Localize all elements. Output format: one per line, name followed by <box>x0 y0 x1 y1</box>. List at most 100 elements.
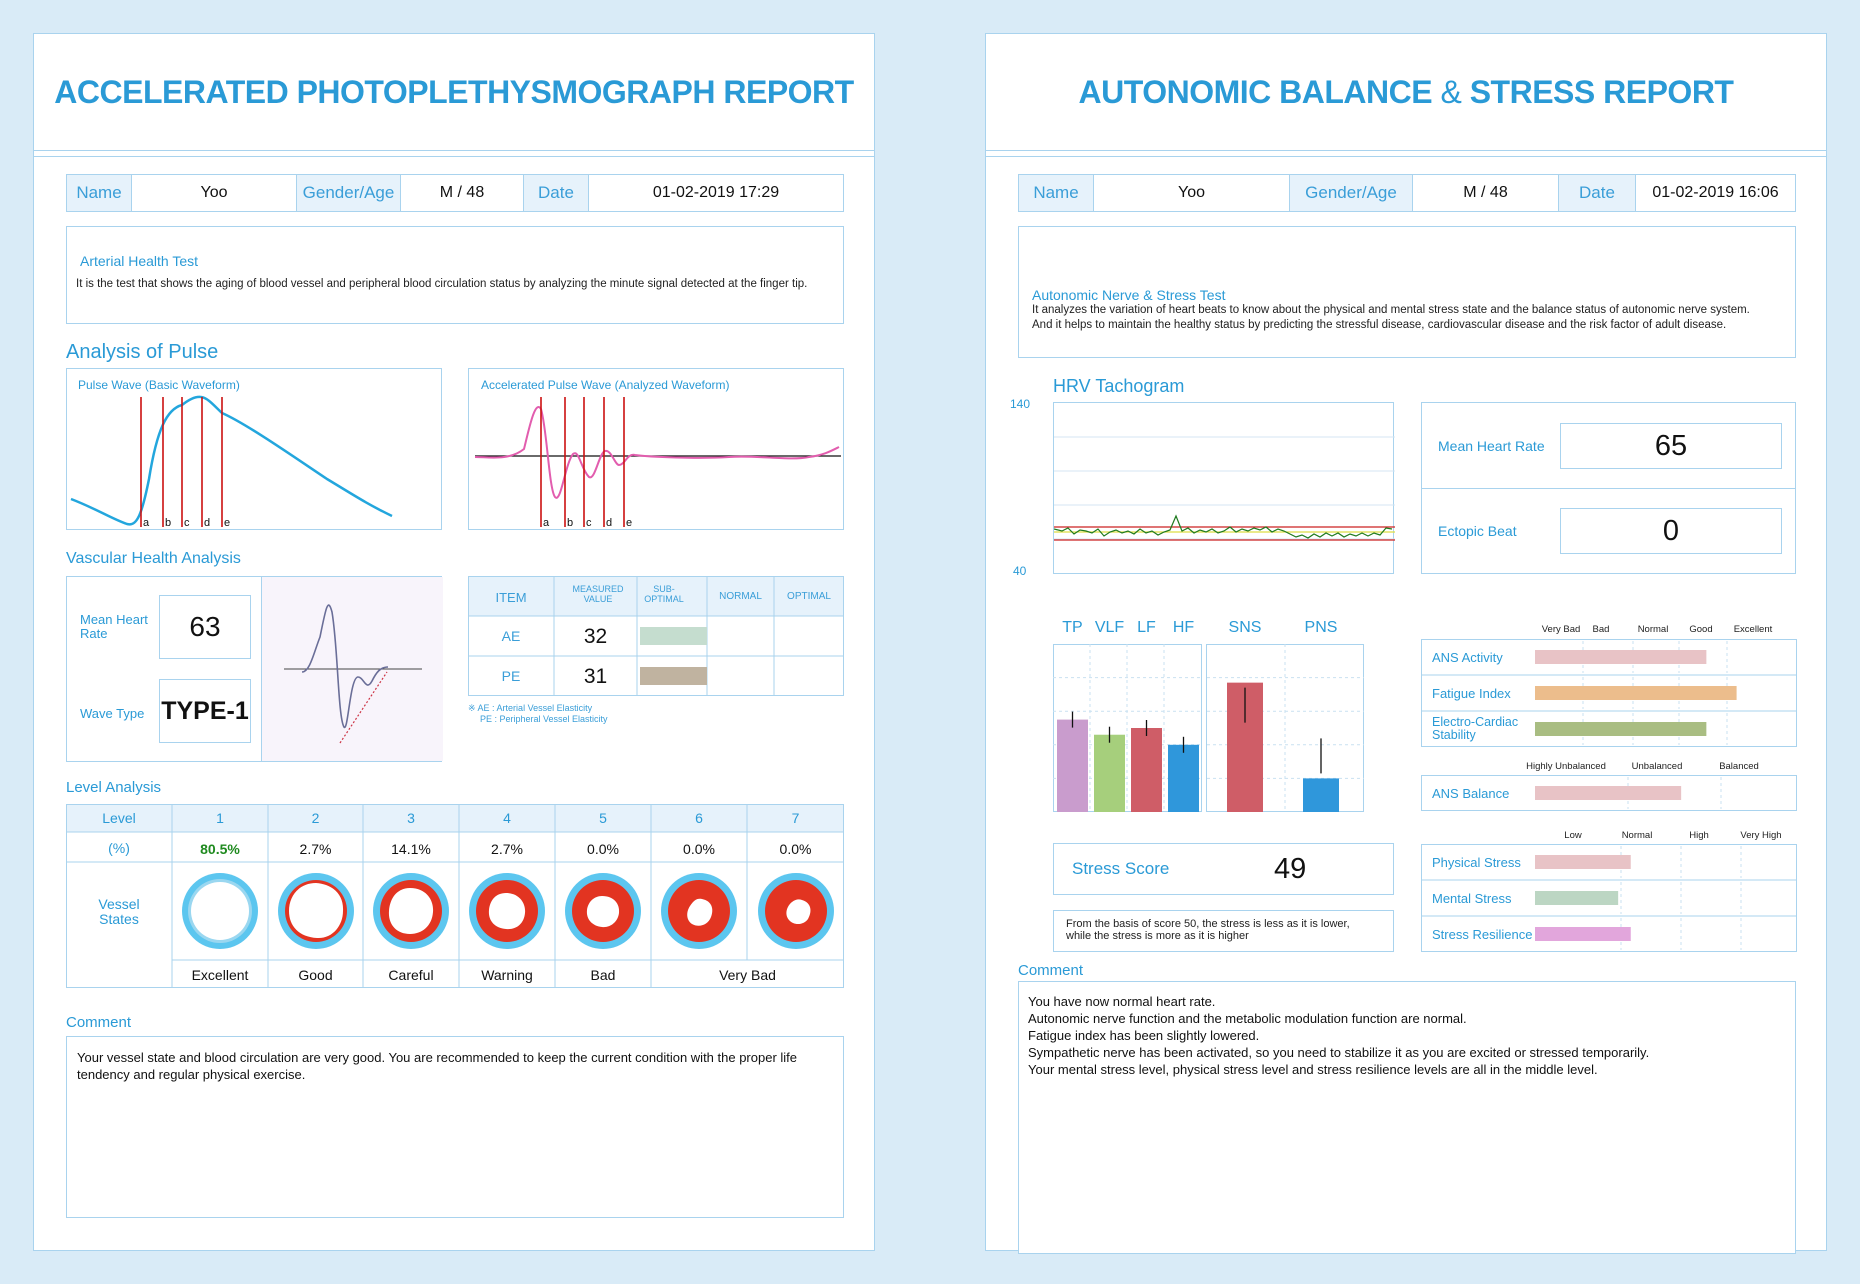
gender-age-label: Gender/Age <box>1290 175 1413 211</box>
state-warning: Warning <box>481 967 533 983</box>
vessel-level-4 <box>469 873 545 949</box>
level-heading: Level Analysis <box>66 779 162 796</box>
accel-wave-label: Accelerated Pulse Wave (Analyzed Wavefor… <box>481 378 730 392</box>
title-part-2: STRESS REPORT <box>1469 74 1734 110</box>
percent-5: 0.0% <box>587 841 619 857</box>
balance-label-0: ANS Balance <box>1432 786 1509 801</box>
hrv-bar-pns <box>1303 778 1339 812</box>
ectopic-label: Ectopic Beat <box>1438 523 1517 539</box>
ans-label-2: Electro-Cardiac <box>1432 715 1518 729</box>
state-excellent: Excellent <box>191 967 249 983</box>
pulse-wave-graph: a b c d e <box>70 395 393 529</box>
hrv-heading: HRV Tachogram <box>1053 376 1185 396</box>
scale-normal: Normal <box>1622 830 1653 841</box>
test-description: It is the test that shows the aging of b… <box>76 278 808 290</box>
test-description-box: Autonomic Nerve & Stress Test It analyze… <box>1018 226 1796 358</box>
marker-d: d <box>204 517 210 529</box>
wave-type-graph <box>261 577 443 761</box>
scale-normal: Normal <box>1638 624 1669 635</box>
hrv-bar-lf <box>1131 728 1162 812</box>
hrv-label-tp: TP <box>1062 619 1082 636</box>
comment-heading: Comment <box>66 1014 132 1031</box>
percent-1: 80.5% <box>200 841 240 857</box>
ectopic-value: 0 <box>1560 508 1782 554</box>
vessel-level-2 <box>278 873 354 949</box>
title-ampersand: & <box>1440 74 1462 110</box>
pulse-wave-panel: Pulse Wave (Basic Waveform) a b c d e <box>66 368 442 530</box>
optimal-header: OPTIMAL <box>787 591 831 602</box>
hrv-bar-hf <box>1168 744 1199 812</box>
marker-a: a <box>143 517 150 529</box>
ans-label-0: ANS Activity <box>1432 650 1503 665</box>
level-6: 6 <box>695 810 703 826</box>
heart-rate-panel: Mean Heart Rate 65 Ectopic Beat 0 <box>1421 402 1796 574</box>
gender-age-value: M / 48 <box>1413 175 1559 211</box>
vessel-level-6 <box>661 873 737 949</box>
hrv-label-hf: HF <box>1173 619 1195 636</box>
stress-note-box: From the basis of score 50, the stress i… <box>1053 910 1394 952</box>
stress-bar-2 <box>1535 927 1631 941</box>
gender-age-label: Gender/Age <box>297 175 401 211</box>
ans-bar-2 <box>1535 722 1707 736</box>
pulse-wave-label: Pulse Wave (Basic Waveform) <box>78 378 240 392</box>
stress-label-1: Mental Stress <box>1432 891 1512 906</box>
date-value: 01-02-2019 17:29 <box>652 184 780 201</box>
test-title: Arterial Health Test <box>80 253 199 269</box>
comment-line-5: Your mental stress level, physical stres… <box>1028 1062 1598 1077</box>
accel-marker-d: d <box>606 517 612 529</box>
state-careful: Careful <box>388 967 434 983</box>
mean-hr-label: Mean Heart Rate <box>1438 438 1545 454</box>
level-2: 2 <box>311 810 320 826</box>
item-table: ITEM MEASURED VALUE SUB-OPTIMAL NORMAL O… <box>468 576 844 696</box>
scale-low: Low <box>1564 830 1582 841</box>
hrv-bar-charts: TP VLF LF HF SNS PNS <box>1053 619 1364 812</box>
mean-hr-value: 65 <box>1560 423 1782 469</box>
hrv-label-pns: PNS <box>1305 619 1338 636</box>
scale-high: High <box>1689 830 1709 841</box>
hrv-ymin: 40 <box>1013 564 1027 578</box>
assessment-panels: Very Bad Bad Normal Good Excellent ANS Activi… <box>1421 624 1797 952</box>
pe-level-bar <box>640 667 707 685</box>
hrv-label-lf: LF <box>1137 619 1156 636</box>
pe-value: 31 <box>583 665 608 688</box>
test-description-line-2: And it helps to maintain the healthy sta… <box>1032 319 1727 331</box>
vessel-level-7 <box>758 873 834 949</box>
stress-label-2: Stress Resilience <box>1432 927 1532 942</box>
analysis-heading: Analysis of Pulse <box>66 341 219 363</box>
test-description-box: Arterial Health Test It is the test that… <box>66 226 844 324</box>
level-4: 4 <box>503 810 511 826</box>
stress-note-line-1: From the basis of score 50, the stress i… <box>1066 918 1350 930</box>
stress-score-value: 49 <box>1274 853 1307 885</box>
vascular-heading: Vascular Health Analysis <box>66 550 241 567</box>
vessel-states-illustrations <box>182 873 834 949</box>
accel-pulse-wave-panel: Accelerated Pulse Wave (Analyzed Wavefor… <box>468 368 844 530</box>
suboptimal-header: SUB-OPTIMAL <box>644 584 684 604</box>
comment-line-1: You have now normal heart rate. <box>1028 994 1216 1009</box>
level-label: Level <box>102 810 136 826</box>
patient-info-row: Name Yoo Gender/Age M / 48 Date 01-02-20… <box>66 174 844 212</box>
pe-item: PE <box>501 668 521 684</box>
stress-note-line-2: while the stress is more as it is higher <box>1066 930 1249 942</box>
hrv-bar-tp <box>1057 719 1088 812</box>
vessel-level-3 <box>373 873 449 949</box>
hrv-bar-vlf <box>1094 734 1125 812</box>
date-label: Date <box>524 175 589 211</box>
apg-report-page: ACCELERATED PHOTOPLETHYSMOGRAPH REPORT N… <box>33 33 875 1251</box>
report-title: ACCELERATED PHOTOPLETHYSMOGRAPH REPORT <box>54 74 854 110</box>
vessel-level-5 <box>565 873 641 949</box>
marker-b: b <box>165 517 171 529</box>
ans-bar-1 <box>1535 686 1737 700</box>
gender-age-value: M / 48 <box>401 175 524 211</box>
scale-bad: Bad <box>1593 624 1610 635</box>
scale-unbalanced: Unbalanced <box>1632 761 1683 772</box>
percent-6: 0.0% <box>683 841 715 857</box>
test-description: It analyzes the variation of heart beats… <box>1032 303 1791 333</box>
item-notes: ※ AE : Arterial Vessel Elasticity PE : P… <box>468 703 608 725</box>
comment-heading: Comment <box>1018 962 1084 979</box>
accel-marker-e: e <box>626 517 632 529</box>
vascular-health-panel: Mean Heart Rate 63 Wave Type TYPE-1 <box>66 576 443 762</box>
scale-good: Good <box>1689 624 1712 635</box>
comment-box: Your vessel state and blood circulation … <box>66 1036 844 1218</box>
accel-marker-b: b <box>567 517 573 529</box>
percent-7: 0.0% <box>779 841 812 857</box>
